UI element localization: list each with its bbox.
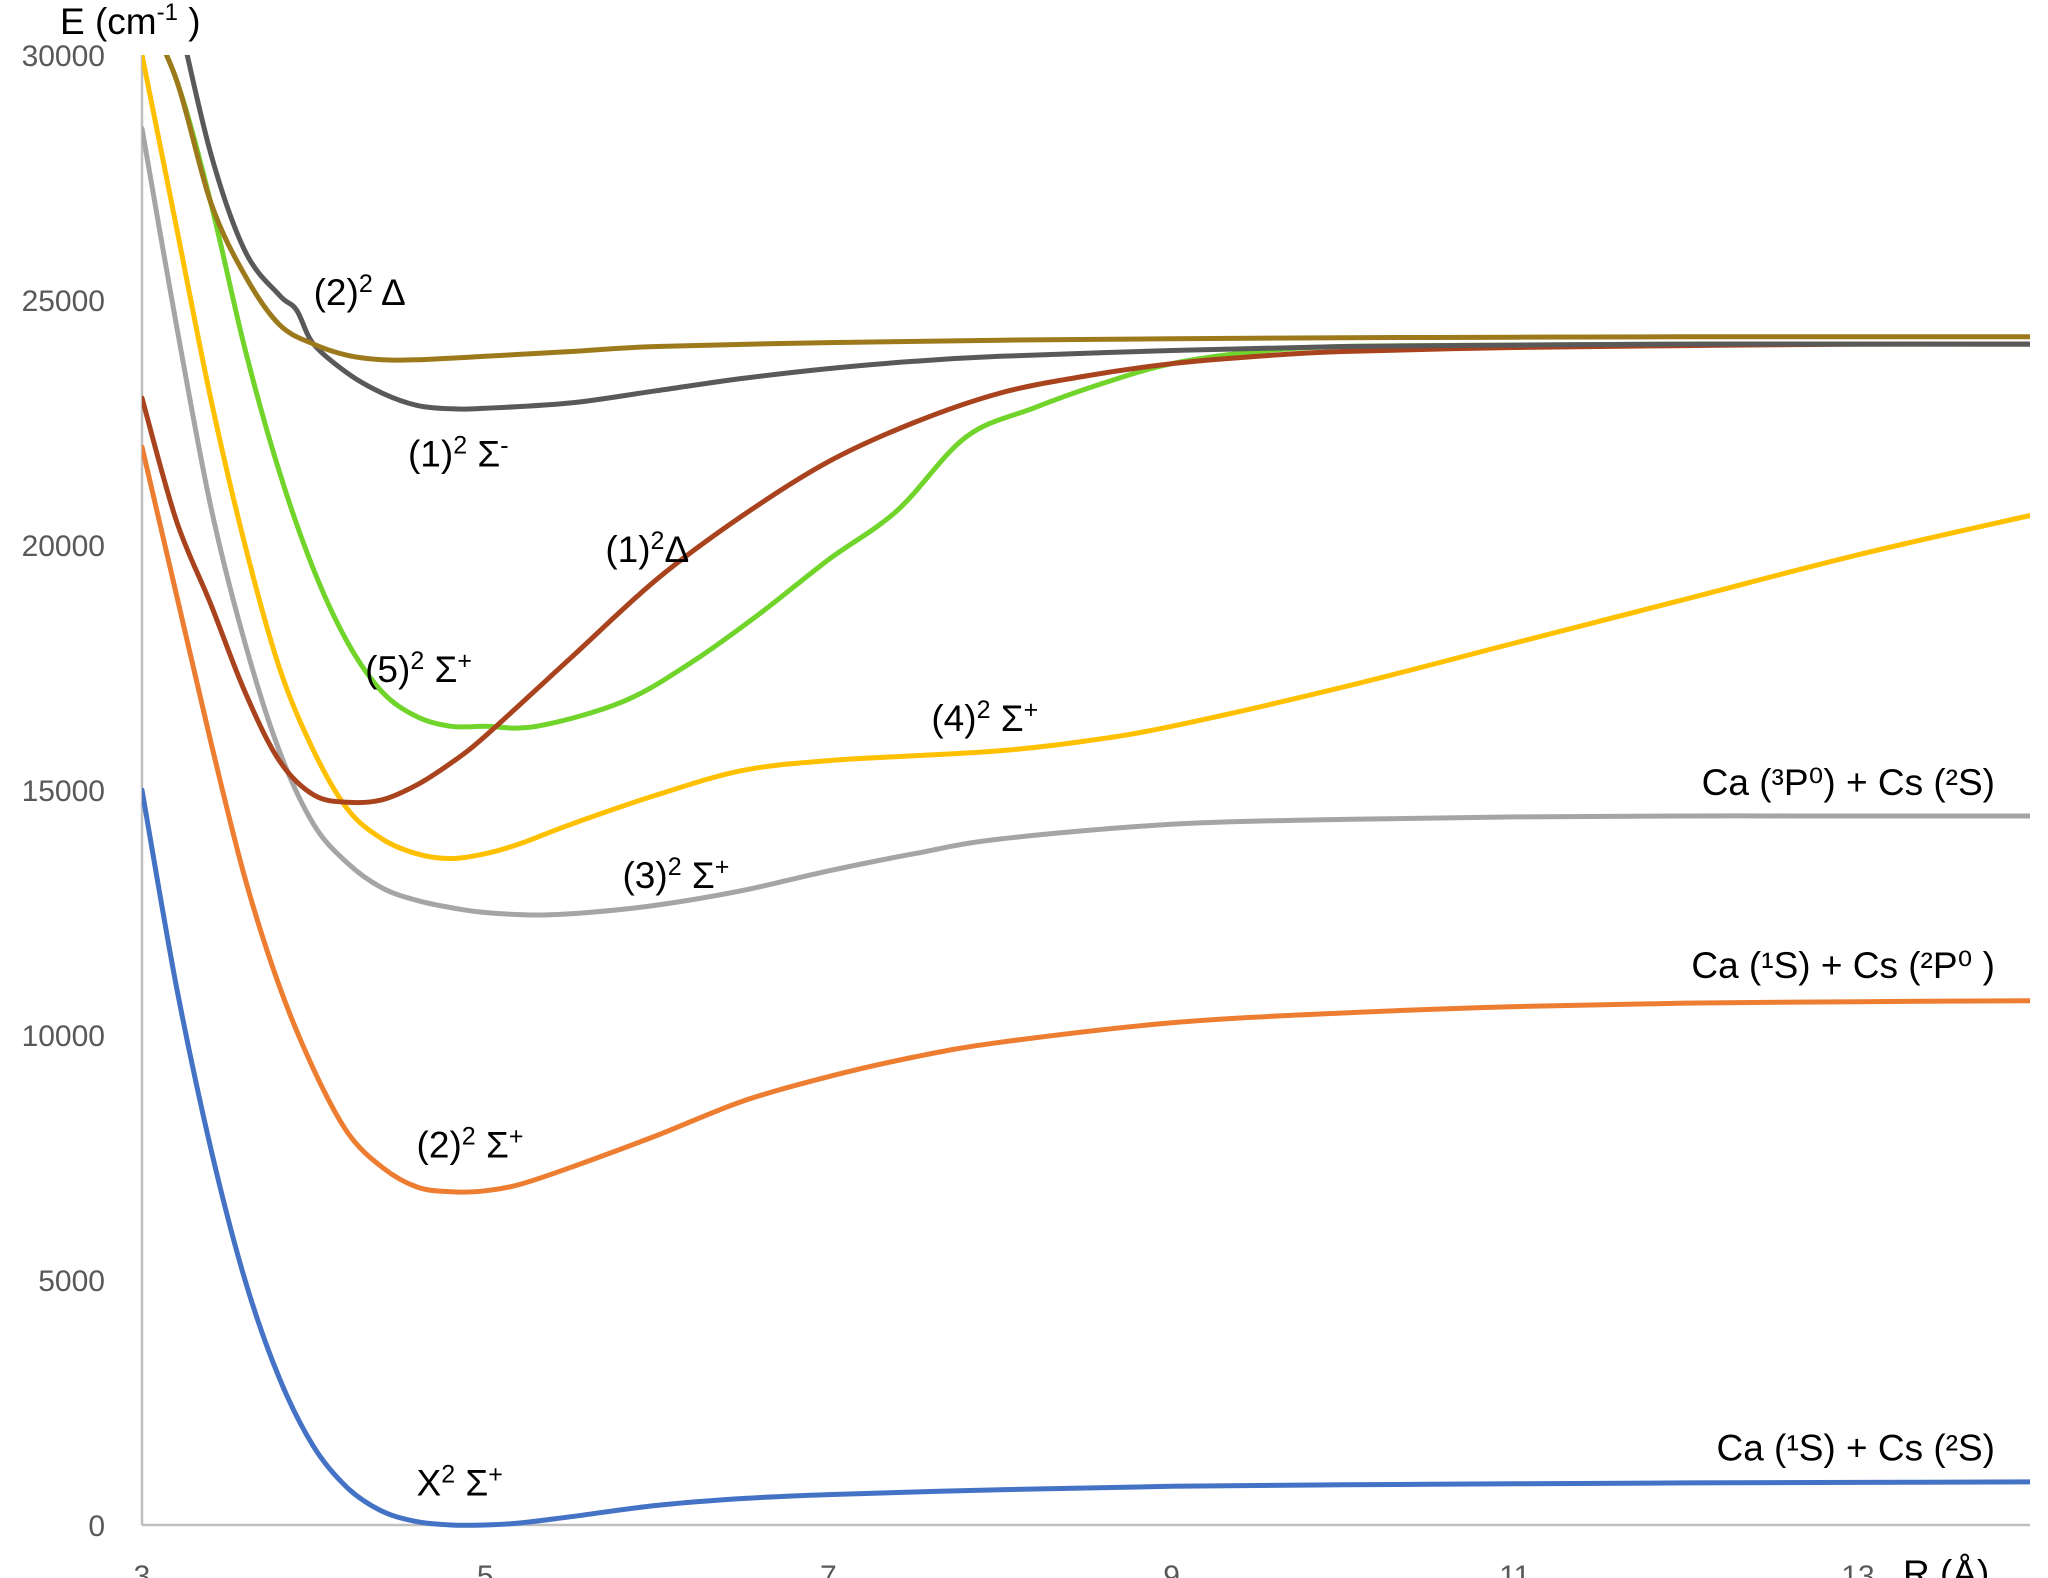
curve-1 (184, 55, 2030, 412)
y-tick-label: 30000 (22, 40, 105, 73)
x-tick-label: 9 (1163, 1560, 1180, 1578)
asymptote-labels: Ca (³P⁰) + Cs (²S) Ca (¹S) + Cs (²P⁰ ) Ca … (1691, 762, 1995, 1468)
state-label: (2)2 Δ (314, 270, 406, 313)
state-label: (3)2 Σ+ (622, 853, 729, 896)
y-tick-label: 0 (88, 1510, 105, 1543)
y-tick-label: 20000 (22, 530, 105, 563)
asymptote-label: Ca (¹S) + Cs (²P⁰ ) (1691, 945, 1995, 986)
curve-5 (163, 55, 2030, 731)
asymptote-label: Ca (³P⁰) + Cs (²S) (1702, 762, 1995, 803)
curve-4 (142, 55, 2030, 862)
curve-x (142, 787, 2030, 1528)
state-label: (1)2Δ (605, 527, 689, 570)
state-label: (1)2 Σ- (408, 432, 509, 475)
x-tick-labels: 3 5 7 9 11 13 (134, 1560, 1875, 1578)
state-label: (4)2 Σ+ (931, 696, 1038, 739)
x-axis-title: R (Å) (1903, 1553, 1989, 1578)
y-tick-label: 15000 (22, 775, 105, 808)
state-label: (2)2 Σ+ (417, 1123, 524, 1166)
curve-2 (142, 444, 2030, 1195)
y-tick-labels: 0 5000 10000 15000 20000 25000 30000 (22, 40, 105, 1543)
y-tick-label: 25000 (22, 285, 105, 318)
y-tick-label: 5000 (38, 1265, 105, 1298)
x-tick-label: 3 (134, 1560, 151, 1578)
curve-1 (142, 341, 2030, 806)
x-tick-label: 11 (1499, 1560, 1530, 1578)
asymptote-label: Ca (¹S) + Cs (²S) (1716, 1427, 1995, 1468)
curve-3 (142, 126, 2030, 918)
x-tick-label: 5 (477, 1560, 494, 1578)
x-tick-label: 7 (820, 1560, 837, 1578)
x-tick-label: 13 (1841, 1560, 1874, 1578)
curves (142, 55, 2030, 1528)
curve-2 (163, 55, 2030, 363)
y-tick-label: 10000 (22, 1020, 105, 1053)
state-labels: (2)2 Δ (1)2 Σ- (1)2Δ (5)2 Σ+ (4)2 Σ+ (3)2 Σ+ (… (314, 270, 1039, 1504)
y-axis-title: E (cm-1 ) (60, 0, 201, 42)
state-label: (5)2 Σ+ (365, 647, 472, 690)
state-label: X2 Σ+ (417, 1461, 503, 1504)
